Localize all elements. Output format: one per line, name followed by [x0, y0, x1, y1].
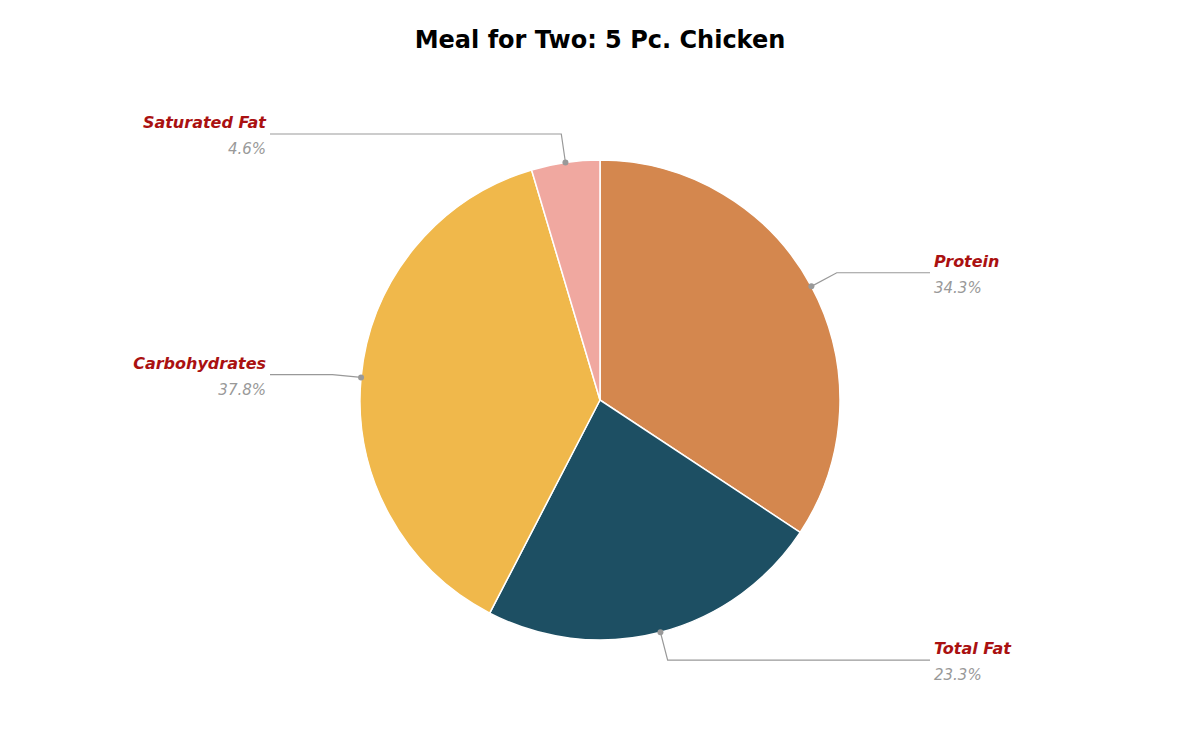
chart: Meal for Two: 5 Pc. Chicken Protein 34.3% T…	[0, 0, 1200, 742]
data-label: 4.6%	[228, 140, 266, 158]
data-label: 34.3%	[934, 279, 982, 297]
slice-label: Protein	[934, 252, 1000, 271]
data-label: 23.3%	[934, 666, 982, 684]
leader-line	[660, 632, 930, 660]
leader-line	[811, 273, 930, 287]
title: Meal for Two: 5 Pc. Chicken	[415, 26, 786, 54]
leader-dot	[808, 283, 814, 289]
data-label: 37.8%	[218, 381, 266, 399]
leader-dot	[358, 374, 364, 380]
slice-label: Carbohydrates	[133, 354, 266, 373]
pie: Protein 34.3% Total Fat 23.3% Carbohydrates 3…	[133, 113, 1012, 684]
leader-line	[270, 134, 565, 162]
leader-dot	[657, 629, 663, 635]
leader-line	[270, 375, 361, 378]
annotations: Protein 34.3% Total Fat 23.3% Carbohydrates 3…	[133, 113, 1012, 684]
slice-label: Total Fat	[934, 639, 1012, 658]
leader-dot	[562, 160, 568, 166]
slice	[532, 160, 600, 400]
slice-label: Saturated Fat	[143, 113, 267, 132]
